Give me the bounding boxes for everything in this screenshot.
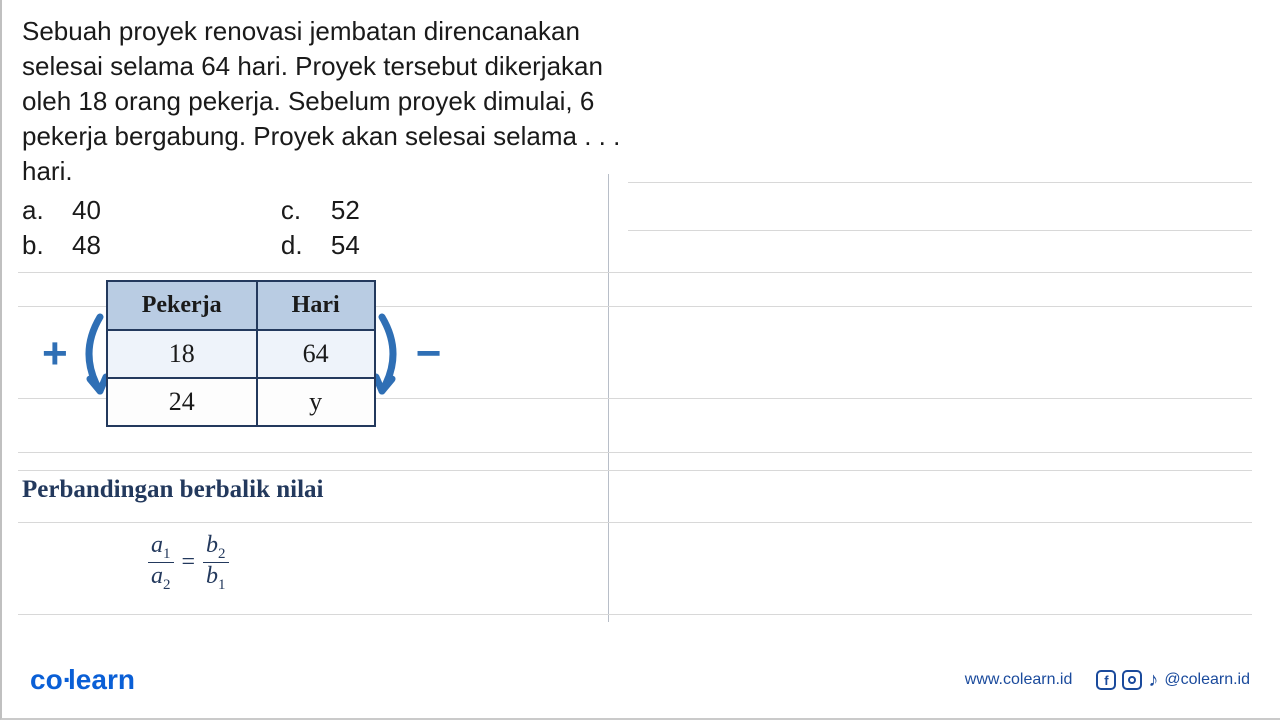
option-c-value: 52 <box>331 195 360 226</box>
social-handle: @colearn.id <box>1164 671 1250 689</box>
option-b: b. 48 <box>22 230 101 261</box>
social-group: f ♪ @colearn.id <box>1096 669 1250 692</box>
right-arrow-icon <box>376 299 412 409</box>
option-a-value: 40 <box>72 195 101 226</box>
plus-icon: + <box>42 329 68 379</box>
formula-a1-var: a <box>151 532 163 558</box>
option-a: a. 40 <box>22 195 101 226</box>
logo-co: co <box>30 664 63 695</box>
footer: co·learn www.colearn.id f ♪ @colearn.id <box>0 664 1280 696</box>
table-cell: y <box>257 378 375 426</box>
table-row: 18 64 <box>107 330 375 378</box>
option-a-label: a. <box>22 195 50 226</box>
question-text: Sebuah proyek renovasi jembatan direncan… <box>0 14 680 189</box>
instagram-icon <box>1122 670 1142 690</box>
table-row: 24 y <box>107 378 375 426</box>
table-header-pekerja: Pekerja <box>107 281 257 330</box>
footer-url: www.colearn.id <box>965 671 1073 689</box>
option-d-value: 54 <box>331 230 360 261</box>
formula: a1 a2 = b2 b1 <box>148 532 229 594</box>
table-header-hari: Hari <box>257 281 375 330</box>
formula-a2-var: a <box>151 563 163 589</box>
table-cell: 18 <box>107 330 257 378</box>
formula-equals: = <box>182 549 196 576</box>
formula-b1-var: b <box>206 563 218 589</box>
logo-learn: learn <box>68 664 135 695</box>
colearn-logo: co·learn <box>30 664 135 696</box>
formula-b1-sub: 1 <box>218 577 226 593</box>
formula-b2-var: b <box>206 532 218 558</box>
option-c-label: c. <box>281 195 309 226</box>
facebook-icon: f <box>1096 670 1116 690</box>
option-d-label: d. <box>281 230 309 261</box>
left-arrow-icon <box>70 299 106 409</box>
table-cell: 64 <box>257 330 375 378</box>
option-b-label: b. <box>22 230 50 261</box>
options-group: a. 40 b. 48 c. 52 d. 54 <box>0 189 1280 261</box>
formula-a1-sub: 1 <box>163 546 171 562</box>
option-b-value: 48 <box>72 230 101 261</box>
solution-table-area: + Pekerja Hari 18 64 24 y − <box>42 280 441 427</box>
formula-a2-sub: 2 <box>163 577 171 593</box>
table-cell: 24 <box>107 378 257 426</box>
tiktok-icon: ♪ <box>1148 669 1158 692</box>
data-table: Pekerja Hari 18 64 24 y <box>106 280 376 427</box>
formula-b2-sub: 2 <box>218 546 226 562</box>
option-c: c. 52 <box>281 195 360 226</box>
method-subtitle: Perbandingan berbalik nilai <box>22 476 323 504</box>
option-d: d. 54 <box>281 230 360 261</box>
minus-icon: − <box>416 329 442 379</box>
